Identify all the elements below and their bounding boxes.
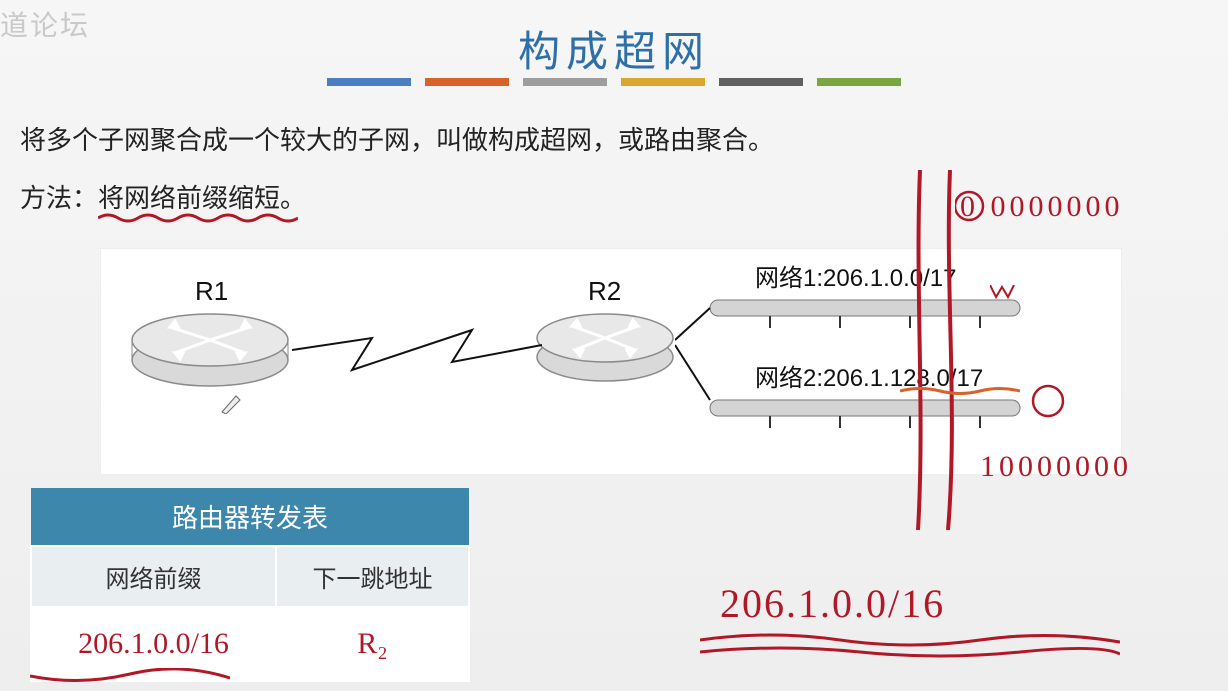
divider-seg-3: [523, 78, 607, 86]
router-label-r1: R1: [195, 276, 228, 307]
para2-a: 方法：: [20, 183, 98, 213]
router-r1-icon: [125, 305, 295, 395]
title-divider: [0, 78, 1228, 86]
pen-icon: [220, 392, 242, 414]
hand-binary-bottom: 10000000: [980, 450, 1132, 484]
para2-b: 将网络前缀缩短: [98, 183, 280, 213]
bus-network1-icon: [700, 290, 1030, 330]
paragraph-1: 将多个子网聚合成一个较大的子网，叫做构成超网，或路由聚合。: [20, 120, 774, 162]
table-val-nexthop: R₂: [276, 607, 469, 681]
slide: 道论坛 构成超网 将多个子网聚合成一个较大的子网，叫做构成超网，或路由聚合。 方…: [0, 0, 1228, 691]
bus-network2-icon: [700, 390, 1030, 430]
serial-link-icon: [292, 320, 542, 390]
divider-seg-2: [425, 78, 509, 86]
para2-c: 。: [280, 183, 306, 213]
table-scribble: [30, 668, 230, 688]
hand-circle-top: [955, 188, 995, 228]
router-label-r2: R2: [588, 276, 621, 307]
hand-w-mark: [990, 285, 1020, 301]
hand-circle-bottom: [1030, 383, 1066, 419]
slide-title: 构成超网: [0, 18, 1228, 79]
divider-seg-1: [327, 78, 411, 86]
net2-underline: [900, 386, 1030, 396]
divider-seg-4: [621, 78, 705, 86]
divider-seg-6: [817, 78, 901, 86]
routing-table: 路由器转发表 网络前缀 下一跳地址 206.1.0.0/16 R₂: [30, 488, 470, 682]
divider-seg-5: [719, 78, 803, 86]
router-r2-icon: [530, 305, 680, 390]
underline-wave: [98, 212, 298, 224]
table-title: 路由器转发表: [31, 488, 469, 546]
r2-link-icon: [675, 300, 715, 410]
table-col1-header: 网络前缀: [31, 546, 276, 607]
hand-super-underline: [700, 630, 1120, 660]
hand-supernet: 206.1.0.0/16: [720, 580, 945, 627]
table-col2-header: 下一跳地址: [276, 546, 469, 607]
